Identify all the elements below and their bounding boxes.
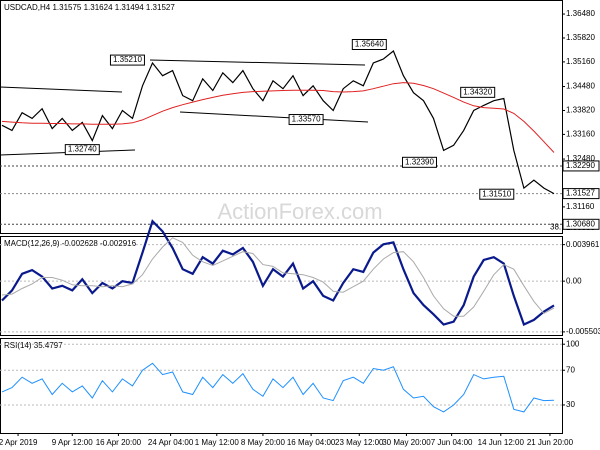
annotation-label: 1.35640 bbox=[355, 40, 384, 49]
price-frame bbox=[0, 0, 563, 234]
x-tick-label: 2 Apr 2019 bbox=[0, 438, 38, 447]
trendline bbox=[179, 111, 369, 123]
x-tick-label: 8 May 20:00 bbox=[241, 438, 286, 447]
level-box bbox=[562, 188, 600, 200]
macd-frame bbox=[0, 236, 563, 336]
y-tick-label: 0.00 bbox=[566, 276, 582, 285]
y-tick-label: 100 bbox=[566, 339, 580, 348]
y-tick-label: 70 bbox=[566, 365, 575, 374]
watermark: ActionForex.com bbox=[217, 199, 382, 224]
level-box bbox=[562, 218, 600, 230]
level-box bbox=[562, 160, 600, 172]
y-tick-label: 1.33820 bbox=[566, 106, 595, 115]
series-line bbox=[1, 219, 555, 327]
annotation-label: 1.34320 bbox=[463, 87, 492, 96]
y-tick-label: 1.35160 bbox=[566, 57, 595, 66]
y-tick-label: 1.34480 bbox=[566, 82, 595, 91]
x-tick-label: 23 May 12:00 bbox=[335, 438, 384, 447]
annotation-box bbox=[351, 39, 387, 50]
x-tick-label: 16 Apr 20:00 bbox=[96, 438, 142, 447]
annotation-box bbox=[64, 144, 100, 156]
series-line bbox=[1, 50, 555, 195]
y-tick-label: 1.35820 bbox=[566, 33, 595, 42]
annotation-label: 1.32740 bbox=[68, 145, 97, 154]
annotation-box bbox=[460, 86, 496, 98]
annotation-box bbox=[401, 156, 437, 168]
x-tick-label: 24 Apr 04:00 bbox=[148, 438, 194, 447]
annotation-label: 1.33570 bbox=[292, 115, 321, 124]
series-line bbox=[1, 237, 555, 317]
x-tick-label: 7 Jun 04:00 bbox=[431, 438, 473, 447]
annotation-label: 1.35210 bbox=[113, 55, 142, 64]
x-tick-label: 16 May 04:00 bbox=[287, 438, 336, 447]
y-tick-label: 1.33160 bbox=[566, 130, 595, 139]
trendline bbox=[149, 59, 366, 66]
rsi-frame bbox=[0, 338, 563, 434]
series-line bbox=[1, 82, 555, 153]
annotation-box bbox=[288, 114, 324, 126]
annotation-label: 1.31510 bbox=[482, 189, 511, 198]
annotation-box bbox=[479, 188, 515, 200]
level-label: 1.32290 bbox=[566, 161, 595, 170]
y-tick-label: 0.003961 bbox=[566, 240, 600, 249]
trendline bbox=[0, 86, 123, 93]
level-label: 1.31527 bbox=[566, 189, 595, 198]
level-label: 1.30680 bbox=[566, 219, 595, 228]
x-tick-label: 1 May 12:00 bbox=[195, 438, 240, 447]
rsi-title: RSI(14) 35.4797 bbox=[4, 341, 63, 350]
series-line bbox=[1, 362, 555, 413]
y-tick-label: 1.32480 bbox=[566, 154, 595, 163]
x-tick-label: 30 May 20:00 bbox=[382, 438, 431, 447]
y-tick-label: 30 bbox=[566, 400, 575, 409]
macd-title: MACD(12,26,9) -0.002628 -0.002916 bbox=[4, 239, 137, 248]
x-tick-label: 14 Jun 12:00 bbox=[478, 438, 525, 447]
annotation-label: 1.32390 bbox=[405, 157, 434, 166]
y-tick-label: 1.36480 bbox=[566, 9, 595, 18]
x-tick-label: 21 Jun 20:00 bbox=[527, 438, 574, 447]
chart-title: USDCAD,H4 1.31575 1.31624 1.31494 1.3152… bbox=[4, 3, 175, 12]
annotation-box bbox=[109, 54, 145, 66]
fib-label: 38. bbox=[550, 222, 561, 231]
x-tick-label: 9 Apr 12:00 bbox=[52, 438, 93, 447]
y-tick-label: 1.31160 bbox=[566, 202, 595, 211]
y-tick-label: -0.005503 bbox=[566, 327, 600, 336]
